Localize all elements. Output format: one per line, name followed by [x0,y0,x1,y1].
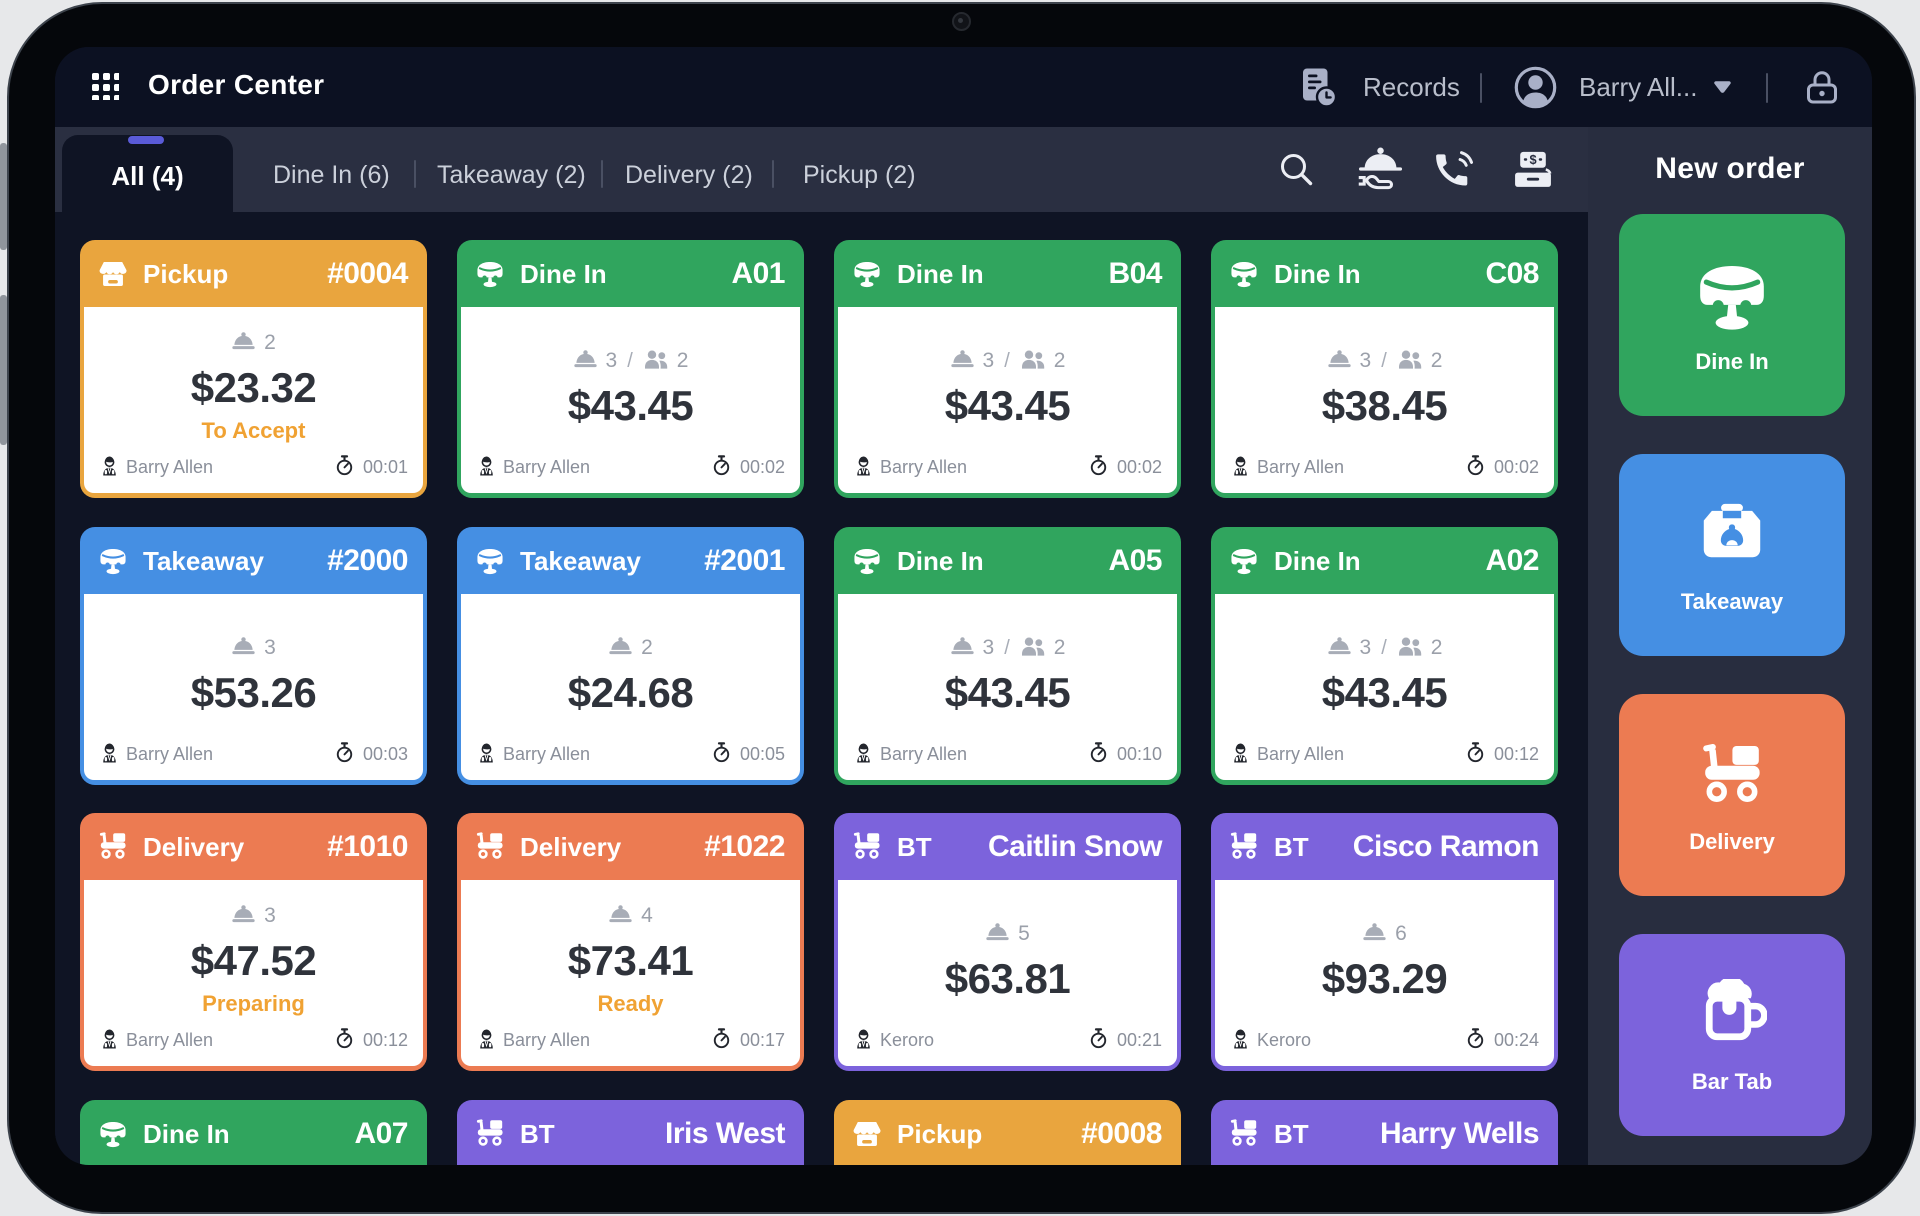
svg-text:$: $ [1529,152,1536,167]
